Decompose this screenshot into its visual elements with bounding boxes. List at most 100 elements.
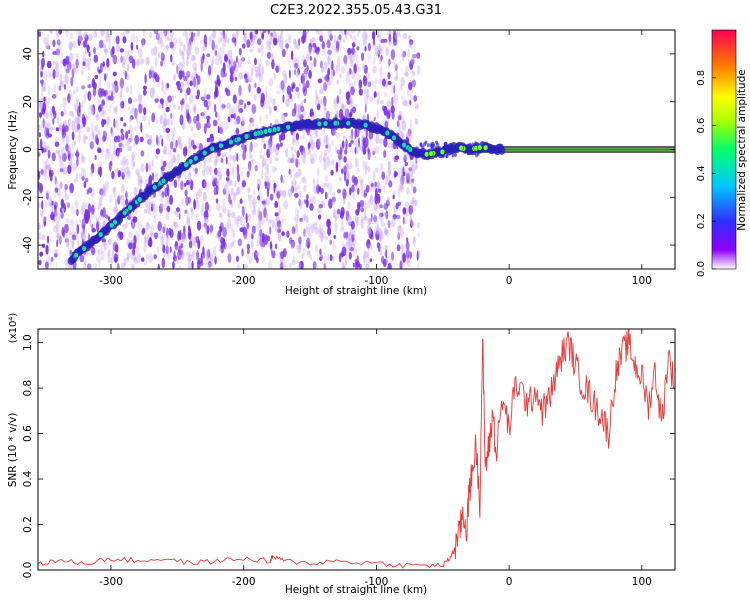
noise-speckle [149,87,155,99]
noise-speckle [47,257,52,266]
noise-speckle [111,46,115,55]
noise-speckle [237,202,241,209]
noise-speckle [201,251,206,259]
noise-speckle [195,95,200,100]
x-tick-label: -200 [232,275,256,287]
noise-speckle [387,160,391,170]
noise-speckle [399,200,403,205]
noise-speckle [391,217,396,227]
noise-speckle [319,35,324,42]
noise-speckle [401,100,407,107]
noise-speckle [341,103,345,109]
noise-speckle [294,138,300,147]
noise-speckle [149,139,153,147]
noise-speckle [351,184,355,193]
noise-speckle [348,238,353,248]
y-tick-label: 0 [22,146,34,153]
noise-speckle [333,129,337,136]
y-tick-label: 0.2 [22,516,34,533]
noise-speckle [209,224,214,233]
noise-speckle [148,161,152,169]
noise-speckle [167,150,172,158]
noise-speckle [318,214,322,220]
noise-speckle [62,230,66,238]
noise-speckle [224,121,229,131]
noise-speckle [326,252,330,262]
noise-speckle [244,144,247,153]
noise-speckle [383,150,387,159]
noise-speckle [203,180,208,188]
noise-speckle [110,131,114,137]
noise-speckle [397,120,400,127]
noise-speckle [102,135,106,143]
noise-speckle [367,147,370,155]
noise-speckle [281,113,286,122]
noise-speckle [363,189,368,196]
noise-speckle [187,171,192,183]
noise-speckle [404,201,409,211]
noise-speckle [395,71,398,80]
noise-speckle [79,173,82,181]
noise-speckle [323,74,328,83]
noise-speckle [430,142,434,147]
noise-speckle [169,111,174,121]
noise-speckle [335,110,339,120]
noise-speckle [314,226,319,235]
noise-speckle [123,257,127,267]
noise-speckle [259,149,262,154]
noise-speckle [241,248,244,257]
noise-speckle [162,119,168,127]
noise-speckle [163,89,167,96]
noise-speckle [173,250,176,261]
noise-speckle [232,69,236,80]
noise-speckle [314,45,318,53]
noise-speckle [62,96,67,102]
noise-speckle [386,100,392,107]
noise-speckle [347,231,352,242]
noise-speckle [38,232,42,240]
noise-speckle [361,52,364,62]
noise-speckle [77,34,83,41]
track-point [98,231,104,238]
noise-speckle [219,45,225,55]
noise-speckle [83,262,87,269]
noise-speckle [81,218,86,230]
noise-speckle [187,253,193,261]
noise-speckle [378,58,382,64]
noise-speckle [332,209,336,219]
noise-speckle [94,74,99,80]
noise-speckle [117,194,122,201]
noise-speckle [405,247,410,259]
noise-speckle [160,158,164,166]
noise-speckle [125,50,130,60]
noise-speckle [362,39,366,46]
noise-speckle [38,57,41,66]
noise-speckle [146,203,151,214]
noise-speckle [365,263,370,269]
noise-speckle [405,132,411,138]
snr-series-line [38,329,675,569]
noise-speckle [400,178,403,185]
noise-speckle [38,132,42,138]
noise-speckle [282,262,286,268]
noise-speckle [69,32,74,40]
noise-speckle [311,195,316,205]
noise-speckle [62,167,68,175]
noise-speckle [90,120,93,132]
noise-speckle [215,155,219,162]
noise-speckle [93,82,97,90]
noise-speckle [274,157,279,162]
noise-speckle [260,47,264,57]
noise-speckle [112,186,117,193]
noise-speckle [208,204,211,213]
noise-speckle [397,30,401,36]
noise-speckle [251,104,257,114]
noise-speckle [47,96,51,103]
noise-speckle [70,76,74,87]
noise-speckle [235,104,239,110]
noise-speckle [320,60,323,69]
noise-speckle [190,209,194,220]
noise-speckle [273,105,278,111]
noise-speckle [133,32,136,43]
noise-speckle [248,144,252,155]
